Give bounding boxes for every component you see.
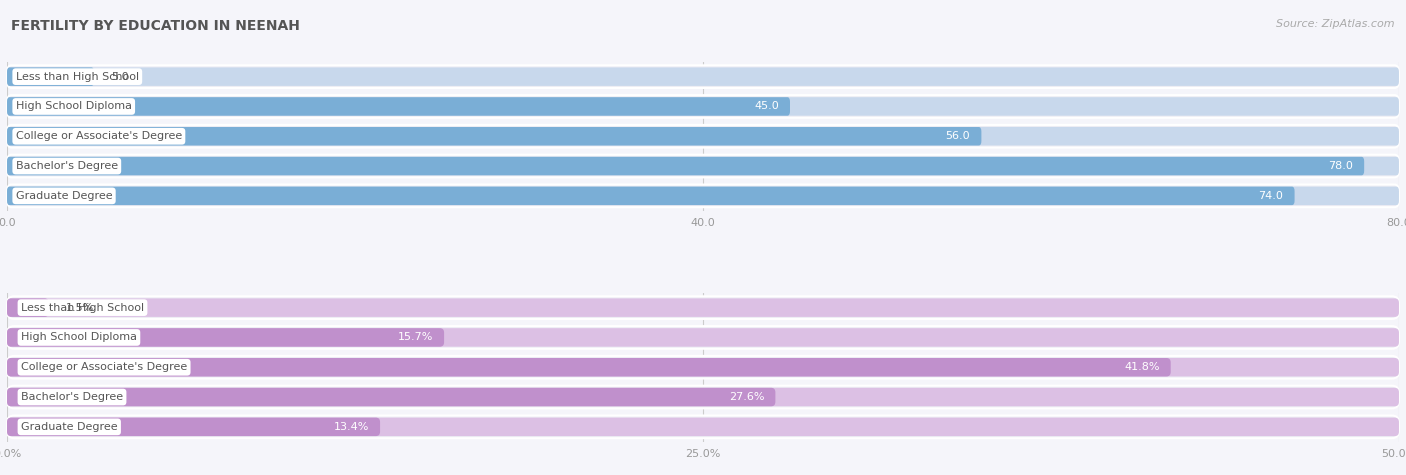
FancyBboxPatch shape [7,358,1399,377]
FancyBboxPatch shape [7,157,1399,175]
Text: High School Diploma: High School Diploma [15,102,132,112]
FancyBboxPatch shape [7,187,1399,205]
FancyBboxPatch shape [7,388,1399,406]
Text: Bachelor's Degree: Bachelor's Degree [21,392,124,402]
Text: Source: ZipAtlas.com: Source: ZipAtlas.com [1277,19,1395,29]
FancyBboxPatch shape [7,66,1399,88]
Text: 15.7%: 15.7% [398,332,433,342]
FancyBboxPatch shape [7,187,1295,205]
Text: Graduate Degree: Graduate Degree [21,422,118,432]
Text: Graduate Degree: Graduate Degree [15,191,112,201]
Text: 27.6%: 27.6% [728,392,765,402]
Text: College or Associate's Degree: College or Associate's Degree [15,131,181,141]
FancyBboxPatch shape [7,356,1399,379]
FancyBboxPatch shape [7,326,1399,349]
Text: High School Diploma: High School Diploma [21,332,136,342]
FancyBboxPatch shape [7,155,1399,177]
Text: 74.0: 74.0 [1258,191,1284,201]
Text: Less than High School: Less than High School [21,303,143,313]
FancyBboxPatch shape [7,67,94,86]
FancyBboxPatch shape [7,416,1399,438]
FancyBboxPatch shape [7,97,790,116]
FancyBboxPatch shape [7,185,1399,207]
Text: Less than High School: Less than High School [15,72,139,82]
FancyBboxPatch shape [7,298,49,317]
Text: FERTILITY BY EDUCATION IN NEENAH: FERTILITY BY EDUCATION IN NEENAH [11,19,299,33]
Text: 1.5%: 1.5% [66,303,94,313]
Text: College or Associate's Degree: College or Associate's Degree [21,362,187,372]
Text: 13.4%: 13.4% [333,422,368,432]
FancyBboxPatch shape [7,298,1399,317]
FancyBboxPatch shape [7,127,1399,145]
FancyBboxPatch shape [7,418,380,436]
FancyBboxPatch shape [7,67,1399,86]
FancyBboxPatch shape [7,296,1399,319]
Text: 45.0: 45.0 [754,102,779,112]
FancyBboxPatch shape [7,418,1399,436]
FancyBboxPatch shape [7,157,1364,175]
FancyBboxPatch shape [7,328,1399,347]
FancyBboxPatch shape [7,127,981,145]
Text: Bachelor's Degree: Bachelor's Degree [15,161,118,171]
Text: 78.0: 78.0 [1329,161,1353,171]
Text: 56.0: 56.0 [946,131,970,141]
FancyBboxPatch shape [7,358,1171,377]
FancyBboxPatch shape [7,386,1399,408]
FancyBboxPatch shape [7,125,1399,148]
Text: 41.8%: 41.8% [1123,362,1160,372]
FancyBboxPatch shape [7,95,1399,118]
FancyBboxPatch shape [7,388,775,406]
FancyBboxPatch shape [7,328,444,347]
FancyBboxPatch shape [7,97,1399,116]
Text: 5.0: 5.0 [111,72,128,82]
